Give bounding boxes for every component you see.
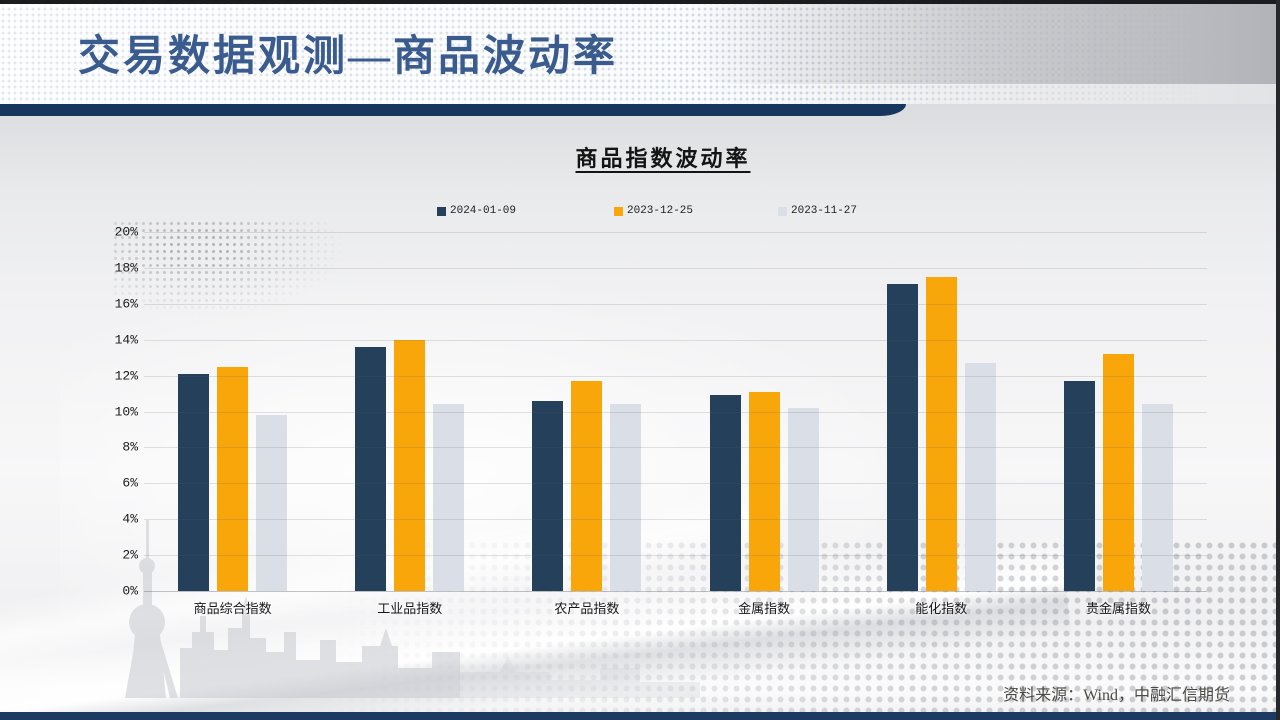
skyline-silhouette bbox=[125, 520, 700, 698]
legend-swatch bbox=[778, 206, 787, 216]
bar-2024-01-09-贵金属指数 bbox=[1063, 381, 1095, 591]
bar-2023-12-25-贵金属指数 bbox=[1102, 354, 1134, 591]
y-axis-tick-label: 12% bbox=[114, 368, 138, 384]
x-axis-category-label: 商品综合指数 bbox=[193, 601, 272, 616]
bar-2024-01-09-工业品指数 bbox=[355, 346, 387, 591]
title-underline-bar bbox=[0, 104, 906, 116]
bar-2023-11-27-商品综合指数 bbox=[256, 415, 288, 591]
gridline bbox=[144, 555, 1207, 557]
bar-2023-12-25-工业品指数 bbox=[394, 339, 426, 591]
top-edge bbox=[0, 0, 1280, 4]
right-edge bbox=[1276, 0, 1280, 720]
legend-swatch bbox=[437, 206, 446, 216]
gridline bbox=[144, 375, 1207, 377]
bar-2023-11-27-工业品指数 bbox=[433, 404, 465, 591]
source-note: 资料来源：Wind，中融汇信期货 bbox=[1003, 687, 1230, 704]
page-title: 交易数据观测—商品波动率 bbox=[78, 34, 619, 80]
bar-2023-11-27-金属指数 bbox=[787, 407, 819, 591]
bar-group: 农产品指数 bbox=[498, 232, 675, 616]
bar-2024-01-09-农产品指数 bbox=[532, 400, 564, 591]
gridline bbox=[144, 411, 1207, 413]
bar-2023-11-27-能化指数 bbox=[964, 363, 996, 591]
bar-2023-12-25-能化指数 bbox=[925, 276, 957, 591]
gridline bbox=[144, 232, 1207, 233]
y-axis-tick-label: 6% bbox=[122, 475, 138, 491]
gridline bbox=[144, 447, 1207, 449]
bar-2024-01-09-商品综合指数 bbox=[178, 373, 210, 591]
bar-2023-12-25-商品综合指数 bbox=[217, 366, 249, 591]
legend-label: 2023-12-25 bbox=[627, 205, 694, 217]
y-axis-tick-label: 8% bbox=[122, 439, 138, 455]
y-axis-tick-label: 2% bbox=[122, 547, 138, 563]
bar-group: 能化指数 bbox=[853, 232, 1030, 616]
x-axis-line bbox=[144, 591, 1207, 592]
bar-2024-01-09-能化指数 bbox=[886, 284, 918, 591]
bar-group: 商品综合指数 bbox=[144, 232, 321, 616]
header-corner-shade bbox=[690, 0, 1280, 84]
bar-2023-12-25-农产品指数 bbox=[571, 381, 603, 591]
legend-item-2024-01-09: 2024-01-09 bbox=[437, 205, 516, 217]
x-axis-category-label: 工业品指数 bbox=[377, 601, 443, 616]
y-axis-tick-label: 18% bbox=[114, 260, 138, 276]
x-axis-category-label: 金属指数 bbox=[738, 601, 791, 616]
world-map-dots-pattern bbox=[112, 220, 342, 315]
plot-area: 商品综合指数 工业品指数 农产品指数 金属指数 能化指数 贵金属指数 bbox=[144, 232, 1207, 616]
bar-2024-01-09-金属指数 bbox=[709, 395, 741, 591]
legend-item-2023-11-27: 2023-11-27 bbox=[778, 205, 857, 217]
x-axis-category-label: 能化指数 bbox=[915, 601, 968, 616]
header-band: 交易数据观测—商品波动率 bbox=[0, 0, 1280, 104]
x-axis-category-label: 农产品指数 bbox=[554, 601, 620, 616]
legend-label: 2024-01-09 bbox=[450, 205, 517, 217]
gridline bbox=[144, 339, 1207, 341]
x-axis-category-label: 贵金属指数 bbox=[1085, 601, 1151, 616]
legend-item-2023-12-25: 2023-12-25 bbox=[614, 205, 693, 217]
y-axis-tick-label: 4% bbox=[122, 511, 138, 527]
bottom-accent-bar bbox=[0, 712, 1280, 720]
y-axis-tick-label: 20% bbox=[114, 224, 138, 240]
y-axis-tick-label: 10% bbox=[114, 404, 138, 419]
bar-group: 金属指数 bbox=[676, 232, 853, 616]
bar-2023-12-25-金属指数 bbox=[748, 391, 780, 591]
gridline bbox=[144, 519, 1207, 521]
chart-title: 商品指数波动率 bbox=[575, 146, 751, 171]
y-axis-tick-label: 0% bbox=[122, 583, 138, 599]
y-axis: 20% 18% 16% 14% 12% 10% 8% 6% 4% 2% 0% bbox=[58, 225, 138, 599]
gridline bbox=[144, 483, 1207, 485]
y-axis-tick-label: 14% bbox=[114, 332, 138, 348]
legend-swatch bbox=[614, 206, 623, 216]
bar-groups: 商品综合指数 工业品指数 农产品指数 金属指数 能化指数 贵金属指数 bbox=[144, 232, 1207, 616]
bar-2023-11-27-农产品指数 bbox=[610, 404, 642, 591]
bar-2023-11-27-贵金属指数 bbox=[1141, 404, 1173, 591]
bar-group: 贵金属指数 bbox=[1030, 232, 1207, 616]
bar-group: 工业品指数 bbox=[321, 232, 498, 616]
y-axis-tick-label: 16% bbox=[114, 296, 138, 312]
gridline bbox=[144, 267, 1207, 269]
gridline bbox=[144, 303, 1207, 305]
legend-label: 2023-11-27 bbox=[791, 205, 858, 217]
